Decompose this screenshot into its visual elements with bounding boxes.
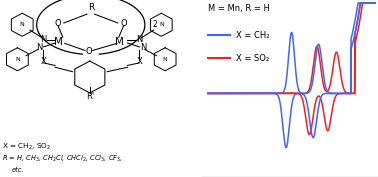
Text: N: N: [20, 22, 25, 27]
Text: R = H, CH$_3$, CH$_2$Cl, CHCl$_2$, CCl$_3$, CF$_3$,: R = H, CH$_3$, CH$_2$Cl, CHCl$_2$, CCl$_…: [2, 154, 123, 164]
Text: O: O: [85, 47, 92, 56]
Text: X: X: [136, 57, 143, 65]
Text: M = Mn, R = H: M = Mn, R = H: [208, 4, 270, 13]
Text: N: N: [140, 43, 147, 52]
Text: N: N: [15, 57, 20, 62]
Text: R': R': [86, 92, 94, 101]
Text: N: N: [40, 35, 46, 44]
Text: M: M: [54, 37, 62, 47]
Text: X: X: [40, 57, 46, 65]
Text: X = SO₂: X = SO₂: [236, 54, 269, 63]
Text: M: M: [115, 37, 124, 47]
Text: O: O: [55, 19, 61, 28]
Text: X = CH₂: X = CH₂: [236, 31, 269, 40]
Text: N: N: [159, 22, 164, 27]
Text: N: N: [163, 57, 167, 62]
Text: 2: 2: [153, 20, 157, 29]
Text: R: R: [88, 4, 94, 12]
Text: N: N: [136, 35, 143, 44]
Text: X = CH$_2$, SO$_2$: X = CH$_2$, SO$_2$: [2, 142, 51, 152]
Text: N: N: [36, 43, 43, 52]
Text: O: O: [120, 19, 127, 28]
Text: etc.: etc.: [12, 167, 24, 173]
